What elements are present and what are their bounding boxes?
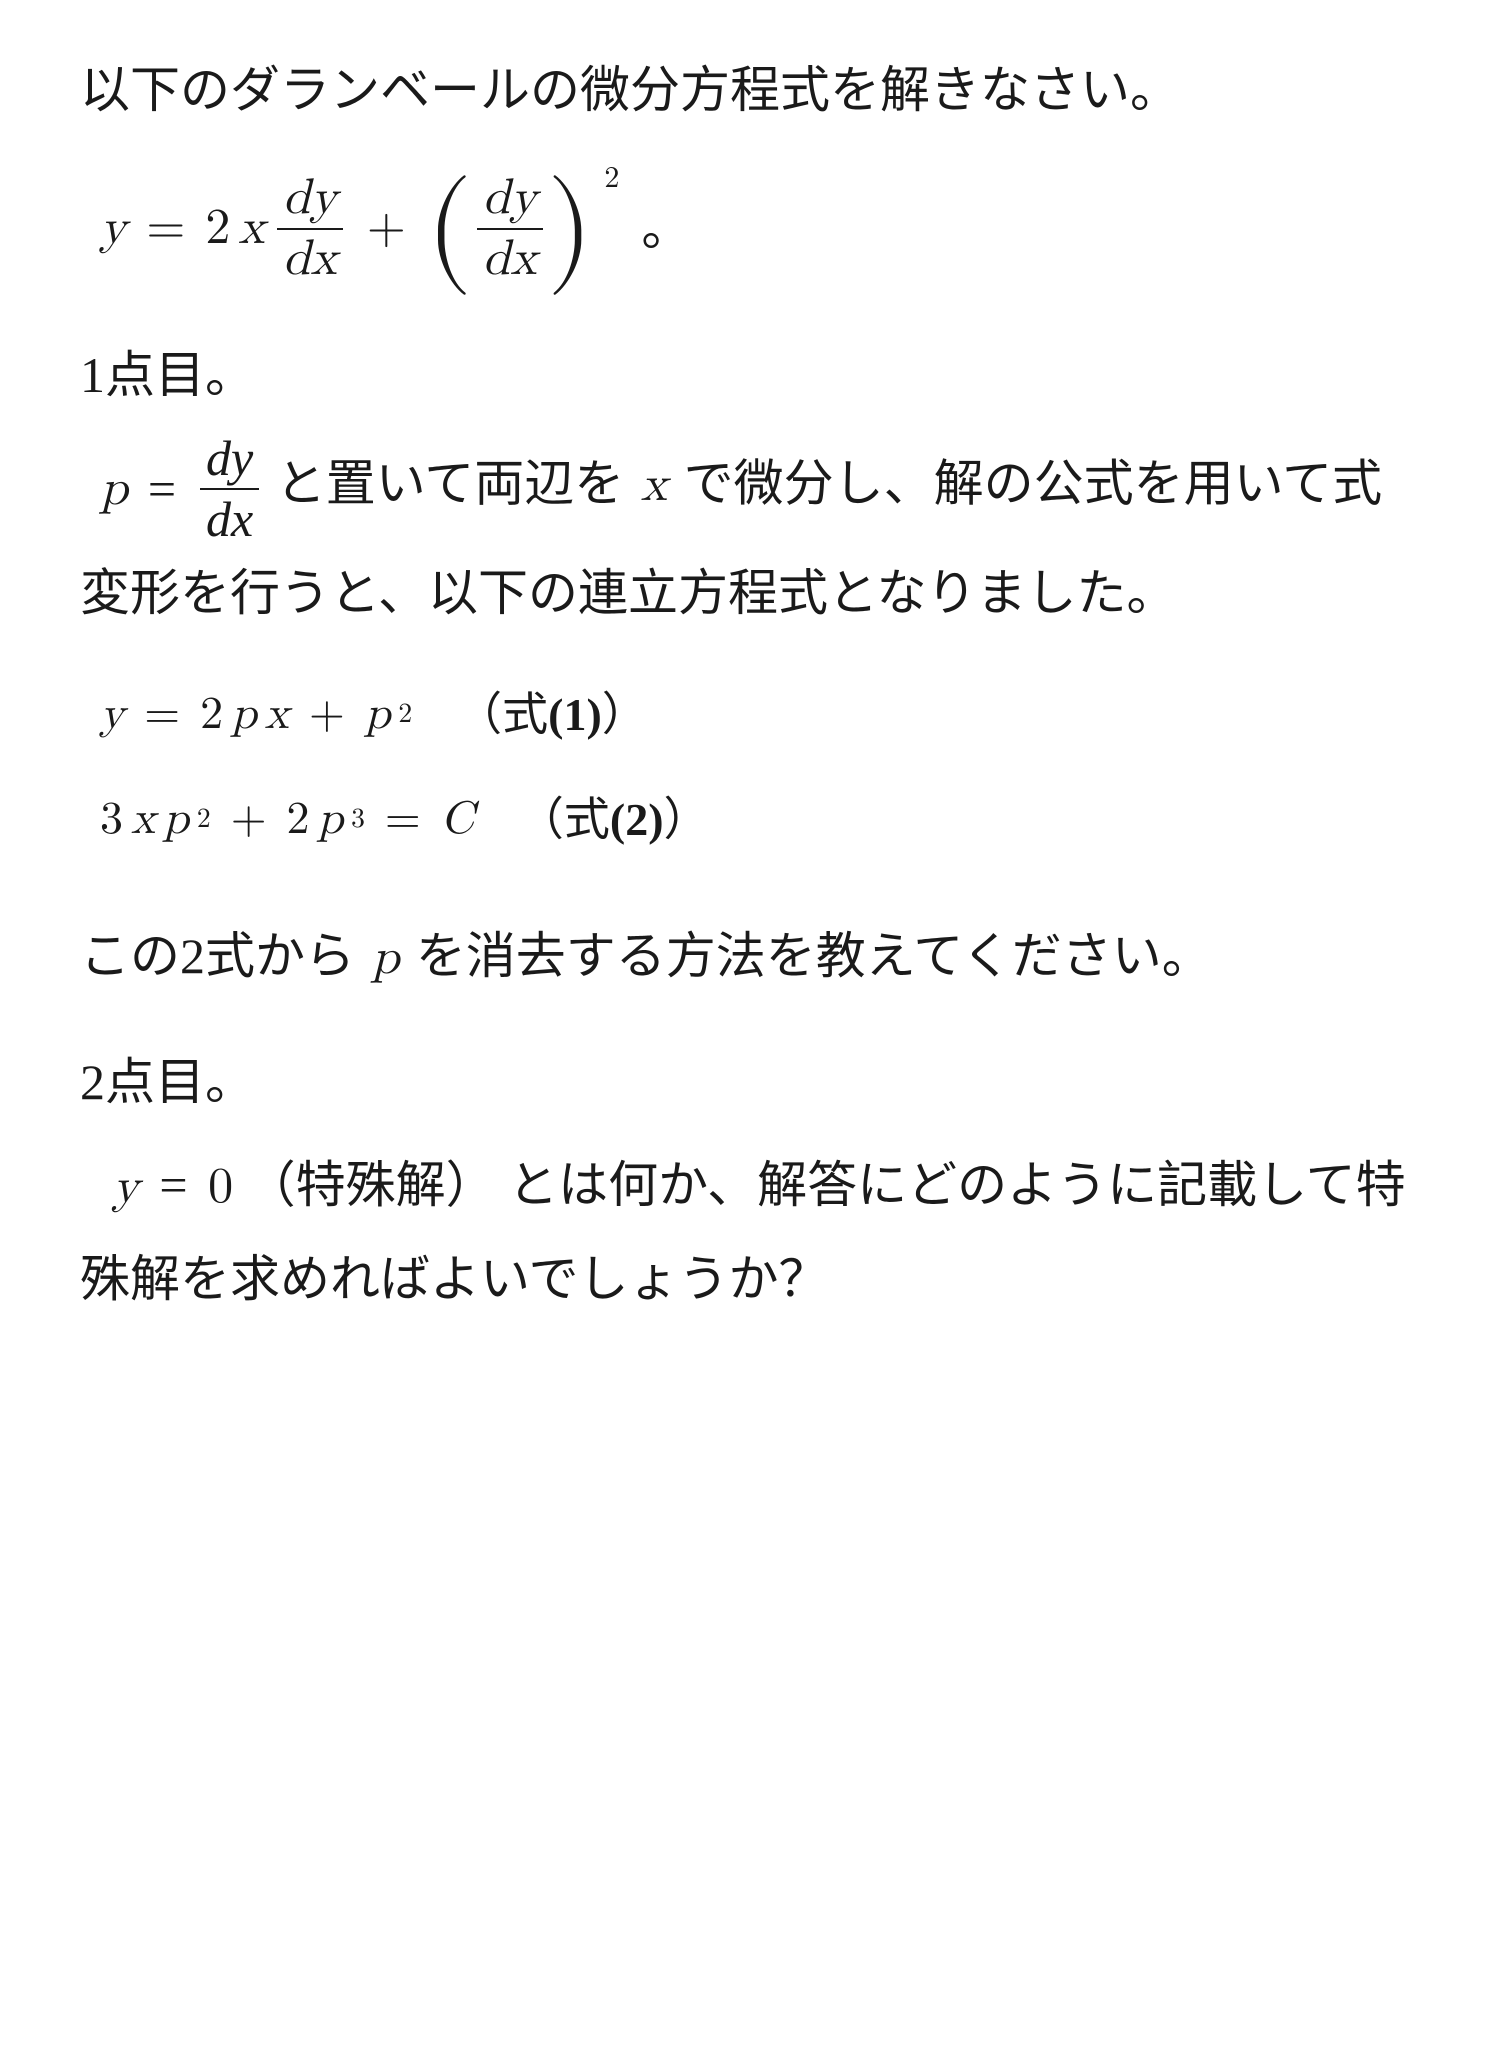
eq-equals: = — [146, 182, 185, 275]
eq1-eq: = — [144, 672, 180, 757]
eq2-x: x — [131, 777, 155, 862]
section1-heading-text: 1点目。 — [80, 347, 255, 403]
s2-y: y — [113, 1162, 139, 1212]
q1-p: p — [372, 933, 400, 983]
eq-plus: + — [367, 182, 406, 275]
eq-lhs-y: y — [100, 182, 126, 275]
s1-postfrac: と置いて両辺を — [276, 455, 637, 511]
eq2-pow1: 2 — [197, 794, 211, 845]
section1-heading: 1点目。 — [80, 329, 1420, 422]
eq2-eq: = — [385, 777, 421, 862]
eq2-label-num: (2) — [610, 794, 664, 845]
eq1-2: 2 — [200, 672, 223, 757]
eq1-p: p — [231, 672, 257, 757]
eq2-plus: + — [231, 777, 267, 862]
s2-eq: = — [159, 1157, 187, 1213]
eq1-label-close: ） — [602, 689, 648, 740]
q1-post: を消去する方法を教えてください。 — [416, 928, 1212, 984]
intro-text: 以下のダランベールの微分方程式を解きなさい。 — [80, 62, 1180, 118]
s1-frac-den: dx — [200, 488, 259, 547]
eq1-label: （式(1)） — [456, 672, 648, 757]
eq-frac1: dy dx — [277, 171, 343, 287]
s2-paren: （特殊解） — [246, 1157, 496, 1213]
eq-lparen: ( — [426, 169, 473, 289]
eq-paren-group: ( dy dx ) 2 — [426, 169, 594, 289]
eq1-pow: 2 — [398, 689, 412, 740]
q1-pre: この2式から — [80, 928, 368, 984]
eq2-label-close: ） — [664, 794, 710, 845]
eq-coeff-2: 2 — [205, 182, 230, 275]
s1-p: p — [100, 443, 128, 536]
eq1-y: y — [100, 672, 124, 757]
eq2-label-open: （式 — [518, 794, 610, 845]
eq-trailing-punct: 。 — [641, 182, 691, 275]
eq-rparen: ) — [547, 169, 594, 289]
eq1-label-open: （式 — [456, 689, 548, 740]
eq-frac2-den: dx — [477, 228, 543, 287]
eq-frac2: dy dx — [477, 171, 543, 287]
eq2-3: 3 — [100, 777, 123, 862]
eq2-label: （式(2)） — [518, 777, 710, 862]
eq2-p1: p — [163, 777, 189, 862]
eq2-p2: p — [317, 777, 343, 862]
eq-frac1-den: dx — [277, 228, 343, 287]
eq2-2: 2 — [286, 777, 309, 862]
equation-1: y = 2px + p2 （式(1)） — [80, 672, 1420, 757]
eq2-C: C — [441, 777, 474, 862]
eq-x: x — [238, 182, 264, 275]
s1-frac: dy dx — [200, 431, 259, 547]
section1-body: p = dy dx と置いて両辺を x で微分し、解の公式を用いて式変形を行うと… — [80, 431, 1420, 640]
eq1-plus: + — [309, 672, 345, 757]
eq-frac1-num: dy — [277, 171, 343, 228]
s1-eq: = — [148, 443, 176, 536]
section2-heading: 2点目。 — [80, 1036, 1420, 1129]
main-equation: y = 2 x dy dx + ( dy dx ) 2 。 — [80, 169, 1420, 289]
section2-body: y = 0 （特殊解） とは何か、解答にどのように記載して特殊解を求めればよいで… — [80, 1139, 1420, 1326]
eq1-label-num: (1) — [548, 689, 602, 740]
eq1-x: x — [265, 672, 289, 757]
eq-power: 2 — [604, 151, 619, 207]
s1-x: x — [641, 460, 667, 510]
s2-zero: 0 — [208, 1162, 233, 1212]
eq2-pow2: 3 — [351, 794, 365, 845]
intro-paragraph: 以下のダランベールの微分方程式を解きなさい。 — [80, 44, 1420, 137]
s1-frac-num: dy — [200, 431, 259, 488]
eq1-p2: p — [365, 672, 391, 757]
eq-frac2-num: dy — [477, 171, 543, 228]
question-1: この2式から p を消去する方法を教えてください。 — [80, 910, 1420, 1005]
section2-heading-text: 2点目。 — [80, 1054, 255, 1110]
equation-2: 3xp2 + 2p3 = C （式(2)） — [80, 777, 1420, 862]
